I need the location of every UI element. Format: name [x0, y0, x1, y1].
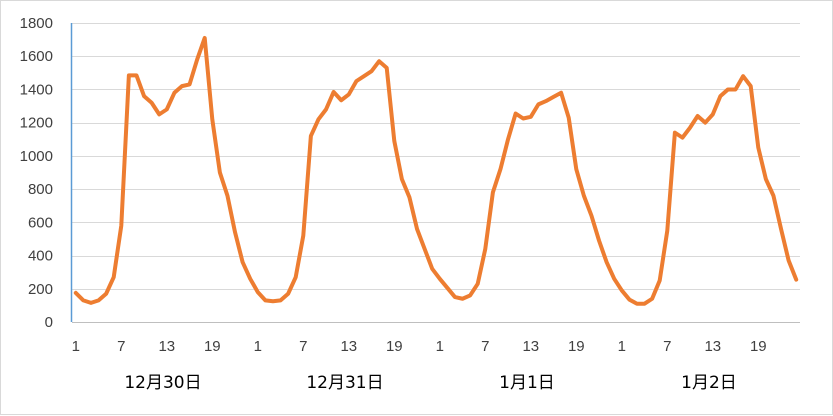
x-tick-label: 7 — [117, 338, 125, 355]
x-tick-label: 7 — [481, 338, 489, 355]
y-tick-label: 1400 — [20, 81, 53, 98]
date-group-label: 12月31日 — [306, 373, 383, 393]
axes — [70, 23, 800, 323]
date-group-label: 1月1日 — [499, 373, 555, 393]
grid-lines — [72, 23, 800, 290]
x-tick-label: 7 — [299, 338, 307, 355]
series-layer — [73, 35, 799, 306]
y-tick-label: 200 — [28, 281, 53, 298]
x-axis-tick-labels: 1 7 13 19 1 7 13 19 1 7 13 19 1 7 13 19 — [72, 338, 767, 355]
date-group-label: 12月30日 — [124, 373, 201, 393]
y-tick-label: 1200 — [20, 115, 53, 132]
y-tick-label: 1000 — [20, 148, 53, 165]
y-tick-label: 800 — [28, 181, 53, 198]
x-tick-label: 1 — [618, 338, 626, 355]
x-tick-label: 1 — [436, 338, 444, 355]
x-tick-label: 1 — [254, 338, 262, 355]
x-tick-label: 19 — [386, 338, 403, 355]
y-tick-label: 600 — [28, 214, 53, 231]
x-tick-label: 1 — [72, 338, 80, 355]
x-tick-label: 7 — [663, 338, 671, 355]
y-tick-label: 1600 — [20, 48, 53, 65]
y-tick-label: 0 — [45, 314, 53, 331]
x-tick-label: 19 — [568, 338, 585, 355]
x-tick-label: 13 — [704, 338, 721, 355]
x-tick-label: 13 — [522, 338, 539, 355]
date-group-labels: 12月30日 12月31日 1月1日 1月2日 — [124, 373, 736, 393]
y-tick-label: 1800 — [20, 15, 53, 32]
x-tick-label: 19 — [750, 338, 767, 355]
y-axis-tick-labels: 0 200 400 600 800 1000 1200 1400 1600 1800 — [20, 15, 53, 331]
y-tick-label: 400 — [28, 248, 53, 265]
x-tick-label: 13 — [158, 338, 175, 355]
x-tick-label: 13 — [340, 338, 357, 355]
series-line — [73, 35, 799, 306]
date-group-label: 1月2日 — [681, 373, 737, 393]
x-tick-label: 19 — [204, 338, 221, 355]
